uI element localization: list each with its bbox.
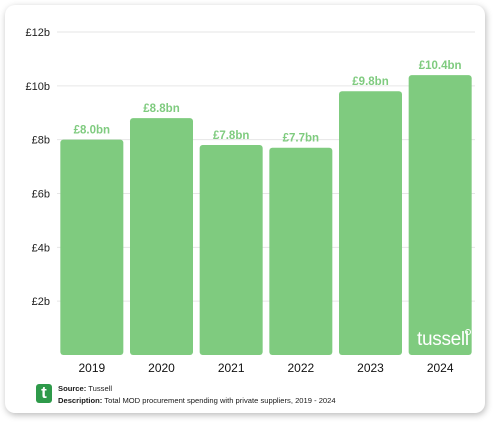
tussell-logo-icon: t — [36, 384, 52, 403]
y-tick-label: £2b — [32, 296, 50, 308]
y-tick-label: £10b — [26, 81, 50, 93]
bar-value-label: £7.7bn — [283, 133, 319, 145]
x-tick-label: 2021 — [218, 361, 245, 375]
x-tick-label: 2024 — [427, 361, 454, 375]
source-label: Source: — [58, 384, 87, 393]
chart-footer: t Source: Tussell Description: Total MOD… — [36, 384, 476, 410]
x-tick-label: 2020 — [148, 361, 175, 375]
description-label: Description: — [58, 396, 103, 405]
bar-value-label: £7.8bn — [213, 130, 249, 142]
x-tick-label: 2023 — [357, 361, 384, 375]
bar-value-label: £9.8bn — [352, 76, 388, 88]
bars — [60, 75, 472, 356]
tussell-watermark: tussell — [417, 329, 469, 350]
x-axis: 2019 2020 2021 2022 2023 2024 — [78, 361, 453, 375]
bar-value-label: £8.8bn — [143, 103, 179, 115]
description-line: Description: Total MOD procurement spend… — [58, 396, 336, 405]
y-tick-label: £4b — [32, 242, 50, 254]
y-tick-label: £6b — [32, 189, 50, 201]
bar — [130, 118, 193, 355]
x-tick-label: 2022 — [287, 361, 314, 375]
y-axis: £2b £4b £6b £8b £10b £12b — [26, 27, 50, 308]
bar — [408, 75, 472, 356]
bar — [269, 147, 333, 355]
bar — [339, 91, 402, 355]
x-tick-label: 2019 — [78, 361, 105, 375]
gridlines — [57, 31, 475, 302]
description-value: Total MOD procurement spending with priv… — [104, 396, 336, 405]
bar-value-label: £8.0bn — [74, 125, 110, 137]
watermark-dot-icon — [465, 329, 471, 335]
bar-value-label: £10.4bn — [419, 60, 462, 72]
bar — [60, 139, 124, 355]
source-value: Tussell — [88, 384, 113, 393]
data-labels: £8.0bn £8.8bn £7.8bn £7.7bn £9.8bn £10.4bn — [74, 60, 462, 145]
y-tick-label: £12b — [26, 27, 50, 39]
bar — [199, 145, 263, 355]
source-line: Source: Tussell — [58, 384, 112, 393]
y-tick-label: £8b — [32, 135, 50, 147]
